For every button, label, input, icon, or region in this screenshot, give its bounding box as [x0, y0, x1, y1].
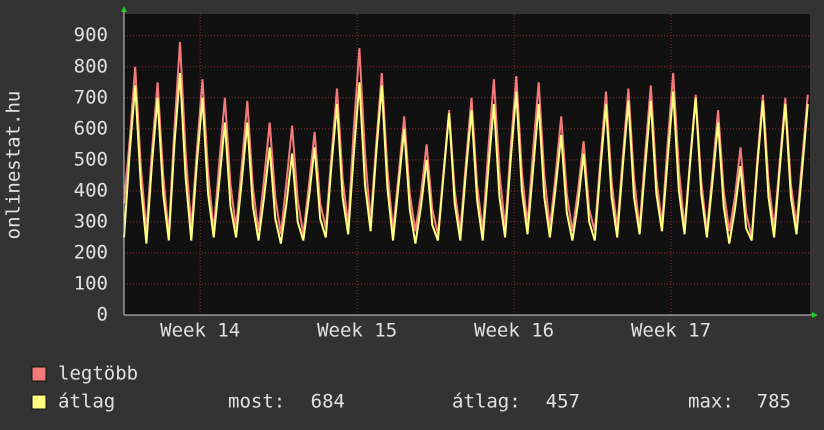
- legend-swatch: [31, 394, 47, 410]
- axis-arrow: [812, 312, 818, 318]
- stat-value: 785: [757, 391, 791, 413]
- y-axis-label: onlinestat.hu: [3, 91, 25, 240]
- y-tick-label: 900: [74, 24, 108, 46]
- stat-value: 684: [311, 391, 345, 413]
- legend-label: legtöbb: [58, 363, 138, 385]
- stat-label: átlag:: [452, 391, 521, 413]
- y-tick-label: 600: [74, 117, 108, 139]
- x-tick-label: Week 16: [474, 320, 554, 342]
- x-tick-label: Week 17: [631, 320, 711, 342]
- y-tick-label: 700: [74, 86, 108, 108]
- x-tick-label: Week 15: [317, 320, 397, 342]
- legend-label: átlag: [58, 391, 115, 413]
- y-tick-label: 500: [74, 148, 108, 170]
- stat-label: max:: [688, 391, 734, 413]
- series-line: [123, 72, 809, 244]
- y-tick-label: 800: [74, 55, 108, 77]
- legend-swatch: [31, 366, 47, 382]
- y-tick-label: 300: [74, 210, 108, 232]
- y-tick-label: 0: [97, 304, 108, 326]
- y-tick-label: 400: [74, 179, 108, 201]
- x-tick-label: Week 14: [160, 320, 240, 342]
- y-tick-label: 100: [74, 272, 108, 294]
- stat-label: most:: [228, 391, 285, 413]
- stat-value: 457: [546, 391, 580, 413]
- axis-arrow: [121, 6, 127, 12]
- y-tick-label: 200: [74, 241, 108, 263]
